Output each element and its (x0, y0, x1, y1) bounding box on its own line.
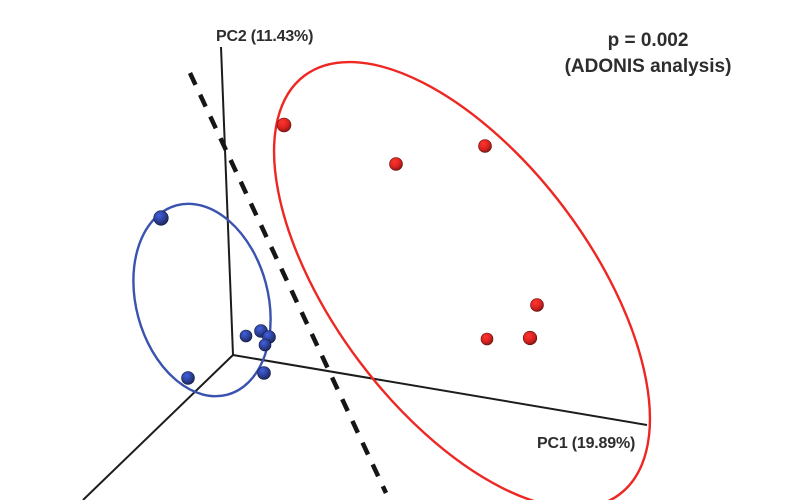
red-cluster-data-point (522, 330, 538, 346)
red-cluster-data-point (480, 332, 494, 346)
red-cluster-data-point (478, 139, 492, 153)
red-cluster-data-point (530, 298, 544, 312)
red-cluster-data-point (276, 117, 292, 133)
adonis-method-text: (ADONIS analysis) (564, 55, 732, 77)
red-cluster-ellipse (272, 60, 652, 500)
pc2-axis-line (220, 46, 234, 356)
p-value-text: p = 0.002 (607, 30, 689, 51)
depth-axis-line (82, 354, 234, 500)
blue-cluster-data-point (258, 338, 272, 352)
pc1-axis-line (232, 354, 648, 426)
blue-cluster-data-point (153, 210, 169, 226)
blue-cluster-data-point (239, 329, 253, 343)
blue-cluster-data-point (257, 366, 271, 380)
significance-annotation: p = 0.002 (ADONIS analysis) (510, 28, 786, 79)
red-cluster-data-point (389, 157, 403, 171)
pc2-axis-label: PC2 (11.43%) (216, 28, 314, 45)
blue-cluster-data-point (181, 371, 195, 385)
pc1-axis-label: PC1 (19.89%) (537, 435, 636, 452)
cluster-separator-dashed-line (187, 72, 389, 494)
blue-cluster-ellipse (132, 202, 272, 398)
